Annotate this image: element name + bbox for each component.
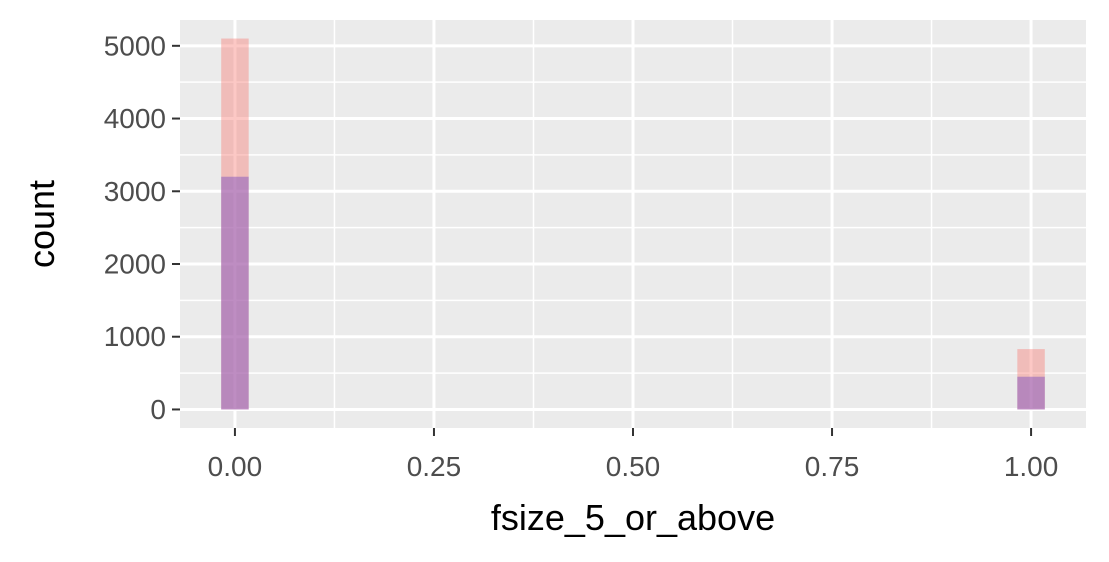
y-tick-label: 5000: [104, 30, 166, 61]
histogram-bars: [221, 38, 1045, 410]
y-tick-label: 0: [150, 394, 166, 425]
x-tick-label: 1.00: [1004, 451, 1059, 482]
x-tick-label: 0.50: [606, 451, 661, 482]
y-tick-label: 1000: [104, 321, 166, 352]
y-tick-label: 4000: [104, 103, 166, 134]
y-axis-title: count: [21, 180, 62, 268]
y-axis: 0 1000 2000 3000 4000 5000: [104, 30, 180, 425]
histogram-bar-series-2: [221, 176, 249, 410]
x-tick-label: 0.00: [208, 451, 263, 482]
x-axis: 0.00 0.25 0.50 0.75 1.00: [208, 428, 1059, 482]
y-tick-label: 2000: [104, 249, 166, 280]
histogram-bar-series-2: [1017, 376, 1045, 410]
x-tick-label: 0.75: [805, 451, 860, 482]
x-tick-label: 0.25: [407, 451, 462, 482]
y-tick-label: 3000: [104, 176, 166, 207]
x-axis-title: fsize_5_or_above: [491, 497, 775, 538]
